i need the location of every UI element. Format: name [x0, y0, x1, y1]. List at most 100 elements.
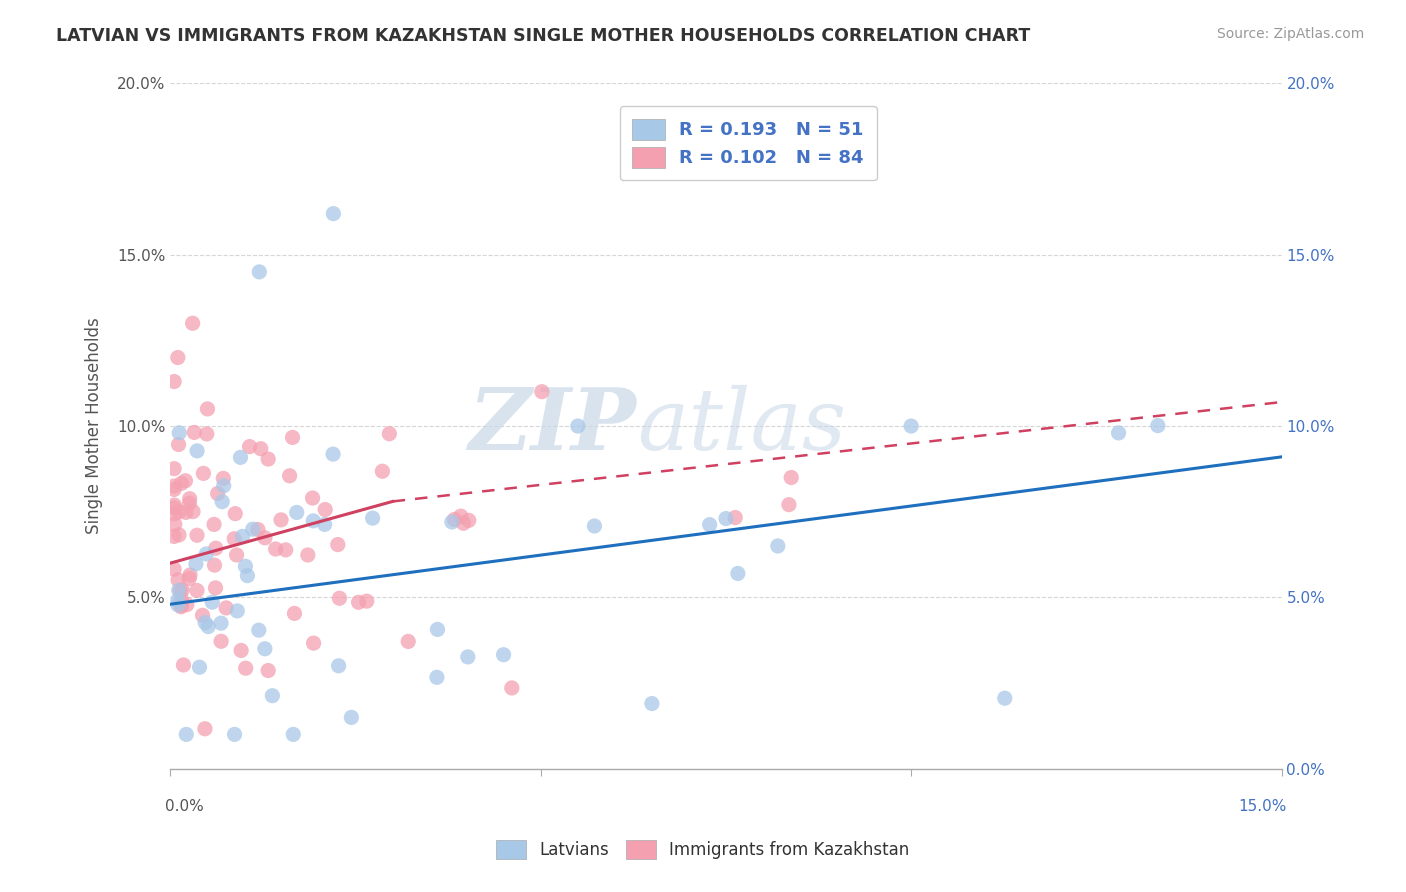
Point — [188, 660, 211, 674]
Point — [167, 583, 190, 598]
Point — [212, 479, 235, 493]
Point — [314, 502, 336, 516]
Point — [186, 443, 208, 458]
Point — [426, 623, 449, 637]
Point — [193, 467, 215, 481]
Point — [450, 509, 472, 524]
Point — [253, 531, 276, 545]
Point — [170, 599, 193, 613]
Point — [163, 461, 186, 475]
Point — [274, 542, 297, 557]
Point — [257, 664, 280, 678]
Point — [209, 616, 232, 631]
Point — [440, 515, 463, 529]
Point — [270, 513, 292, 527]
Point — [242, 522, 264, 536]
Point — [492, 648, 515, 662]
Point — [172, 658, 194, 673]
Point — [641, 697, 664, 711]
Point — [194, 722, 217, 736]
Point — [204, 541, 226, 556]
Point — [326, 538, 349, 552]
Point — [163, 507, 186, 521]
Point — [163, 483, 186, 497]
Point — [229, 643, 252, 657]
Point — [457, 649, 479, 664]
Point — [297, 548, 319, 562]
Point — [281, 430, 304, 444]
Point — [283, 607, 305, 621]
Text: ZIP: ZIP — [470, 384, 637, 467]
Point — [778, 498, 800, 512]
Point — [186, 583, 208, 598]
Point — [179, 568, 201, 582]
Point — [328, 591, 350, 606]
Point — [780, 470, 803, 484]
Point — [209, 634, 232, 648]
Point — [583, 519, 606, 533]
Point — [371, 464, 394, 478]
Point — [236, 568, 259, 582]
Point — [900, 419, 922, 434]
Point — [224, 727, 246, 741]
Point — [167, 528, 190, 542]
Point — [167, 598, 190, 612]
Point — [278, 468, 301, 483]
Point — [457, 513, 479, 527]
Point — [530, 384, 553, 399]
Point — [163, 498, 186, 512]
Point — [195, 426, 218, 441]
Point — [235, 661, 257, 675]
Point — [174, 474, 197, 488]
Point — [322, 447, 344, 461]
Point — [163, 479, 186, 493]
Point — [170, 592, 193, 607]
Point — [172, 582, 194, 597]
Point — [202, 517, 225, 532]
Point — [361, 511, 384, 525]
Point — [235, 559, 257, 574]
Point — [169, 583, 191, 598]
Point — [204, 558, 226, 573]
Point — [378, 426, 401, 441]
Point — [184, 557, 207, 571]
Point — [994, 691, 1017, 706]
Point — [181, 316, 204, 330]
Point — [356, 594, 378, 608]
Point — [501, 681, 523, 695]
Legend: R = 0.193   N = 51, R = 0.102   N = 84: R = 0.193 N = 51, R = 0.102 N = 84 — [620, 106, 876, 180]
Point — [170, 476, 193, 491]
Point — [262, 689, 284, 703]
Point — [181, 504, 204, 518]
Point — [302, 636, 325, 650]
Point — [239, 440, 262, 454]
Point — [302, 514, 325, 528]
Point — [714, 511, 737, 525]
Point — [340, 710, 363, 724]
Point — [201, 595, 224, 609]
Point — [567, 419, 589, 434]
Point — [197, 619, 219, 633]
Point — [183, 425, 205, 440]
Point — [207, 486, 229, 500]
Point — [176, 727, 198, 741]
Point — [204, 581, 226, 595]
Point — [285, 506, 308, 520]
Point — [197, 401, 219, 416]
Point — [766, 539, 789, 553]
Point — [347, 595, 370, 609]
Point — [176, 598, 198, 612]
Point — [163, 500, 186, 515]
Point — [170, 599, 193, 614]
Point — [699, 517, 721, 532]
Point — [283, 727, 305, 741]
Point — [194, 615, 217, 630]
Point — [163, 517, 186, 532]
Point — [226, 604, 249, 618]
Point — [322, 206, 344, 220]
Text: 15.0%: 15.0% — [1239, 799, 1286, 814]
Text: 0.0%: 0.0% — [165, 799, 204, 814]
Point — [1108, 425, 1130, 440]
Point — [211, 494, 233, 508]
Point — [167, 437, 190, 451]
